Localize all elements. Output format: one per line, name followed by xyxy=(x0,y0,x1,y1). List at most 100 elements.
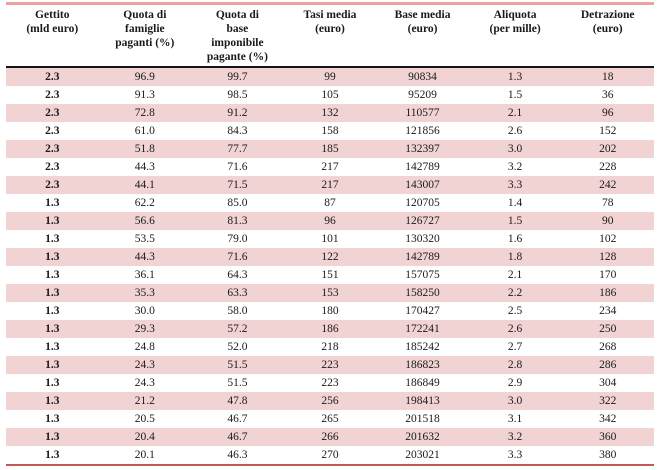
table-cell: 342 xyxy=(599,413,617,425)
table-cell: 51.8 xyxy=(134,143,155,155)
table-cell: 51.5 xyxy=(227,377,248,389)
table-cell: 3.1 xyxy=(507,413,523,425)
table-row: 1.3 24.3 51.5 223 186849 2.9 304 xyxy=(6,374,654,392)
column-header-aliquota: Aliquota (per mille) xyxy=(489,9,541,35)
table-cell: 96 xyxy=(601,107,614,119)
table-row: 1.3 36.1 64.3 151 157075 2.1 170 xyxy=(6,266,654,284)
table-row: 2.3 44.1 71.5 217 143007 3.3 242 xyxy=(6,176,654,194)
column-header-base-media: Base media (euro) xyxy=(394,9,451,35)
table-header: Gettito (mld euro) Quota di famiglie pag… xyxy=(6,3,654,67)
table-cell: 203021 xyxy=(405,449,440,461)
table-cell: 152 xyxy=(599,125,617,137)
table-cell: 20.5 xyxy=(134,413,155,425)
table-cell: 157075 xyxy=(405,269,440,281)
table-cell: 79.0 xyxy=(227,233,248,245)
table-cell: 91.3 xyxy=(134,89,155,101)
table-row: 2.3 91.3 98.5 105 95209 1.5 36 xyxy=(6,86,654,104)
table-cell: 44.1 xyxy=(134,179,155,191)
table-cell: 228 xyxy=(599,161,617,173)
table-cell: 62.2 xyxy=(134,197,155,209)
table-cell: 172241 xyxy=(405,323,440,335)
table-cell: 265 xyxy=(321,413,339,425)
table-cell: 1.3 xyxy=(45,359,60,371)
table-cell: 96 xyxy=(324,215,336,227)
table-cell: 2.6 xyxy=(507,323,523,335)
table-row: 2.3 51.8 77.7 185 132397 3.0 202 xyxy=(6,140,654,158)
table-cell: 153 xyxy=(321,287,339,299)
table-cell: 99.7 xyxy=(227,71,248,83)
table-cell: 24.8 xyxy=(134,341,155,353)
table-cell: 95209 xyxy=(408,89,437,101)
table-cell: 20.4 xyxy=(134,431,155,443)
table-cell: 2.8 xyxy=(507,359,523,371)
table-cell: 217 xyxy=(321,179,339,191)
table-cell: 102 xyxy=(599,233,617,245)
table-cell: 101 xyxy=(321,233,339,245)
table-cell: 1.3 xyxy=(45,251,60,263)
tax-simulation-table: Gettito (mld euro) Quota di famiglie pag… xyxy=(6,2,654,466)
table-body: 2.3 96.9 99.7 99 90834 1.3 18 2.3 91.3 98.5 105 952… xyxy=(6,67,654,465)
table-cell: 3.3 xyxy=(507,179,523,191)
table-cell: 2.3 xyxy=(45,161,60,173)
table-cell: 121856 xyxy=(405,125,440,137)
table-cell: 3.2 xyxy=(507,431,523,443)
table-row: 1.3 44.3 71.6 122 142789 1.8 128 xyxy=(6,248,654,266)
table-cell: 1.3 xyxy=(45,395,60,407)
table-cell: 36 xyxy=(601,89,614,101)
table-cell: 186 xyxy=(321,323,339,335)
table-row: 1.3 29.3 57.2 186 172241 2.6 250 xyxy=(6,320,654,338)
table-cell: 71.6 xyxy=(227,251,248,263)
table-cell: 1.3 xyxy=(507,71,523,83)
table-cell: 142789 xyxy=(405,161,440,173)
table-cell: 24.3 xyxy=(134,377,155,389)
table-cell: 266 xyxy=(321,431,339,443)
table-row: 1.3 24.8 52.0 218 185242 2.7 268 xyxy=(6,338,654,356)
table-cell: 20.1 xyxy=(134,449,155,461)
table-cell: 84.3 xyxy=(227,125,248,137)
table-cell: 46.3 xyxy=(227,449,248,461)
table-cell: 1.6 xyxy=(507,233,523,245)
table-cell: 36.1 xyxy=(134,269,155,281)
table-cell: 132397 xyxy=(405,143,440,155)
table-row: 1.3 62.2 85.0 87 120705 1.4 78 xyxy=(6,194,654,212)
table-cell: 18 xyxy=(601,71,614,83)
column-header-detrazione: Detrazione (euro) xyxy=(580,9,635,35)
table-row: 2.3 44.3 71.6 217 142789 3.2 228 xyxy=(6,158,654,176)
table-cell: 158 xyxy=(321,125,339,137)
table-cell: 1.3 xyxy=(45,449,60,461)
table-cell: 202 xyxy=(599,143,617,155)
table-cell: 1.3 xyxy=(45,305,60,317)
table-row: 1.3 21.2 47.8 256 198413 3.0 322 xyxy=(6,392,654,410)
table-cell: 24.3 xyxy=(134,359,155,371)
table-cell: 51.5 xyxy=(227,359,248,371)
table-cell: 3.0 xyxy=(507,395,523,407)
table-cell: 44.3 xyxy=(134,161,155,173)
table-cell: 1.4 xyxy=(507,197,523,209)
table-cell: 218 xyxy=(321,341,339,353)
table-cell: 1.3 xyxy=(45,431,60,443)
table-cell: 304 xyxy=(599,377,617,389)
table-cell: 2.3 xyxy=(45,125,60,137)
table-cell: 256 xyxy=(321,395,339,407)
table-cell: 1.3 xyxy=(45,287,60,299)
table-cell: 128 xyxy=(599,251,617,263)
table-cell: 1.3 xyxy=(45,233,60,245)
table-cell: 78 xyxy=(601,197,614,209)
table-cell: 158250 xyxy=(405,287,440,299)
table-cell: 170 xyxy=(599,269,617,281)
table-cell: 217 xyxy=(321,161,339,173)
column-header-tasi-media: Tasi media (euro) xyxy=(303,9,357,35)
table-cell: 122 xyxy=(321,251,339,263)
table-cell: 380 xyxy=(599,449,617,461)
table-cell: 77.7 xyxy=(227,143,248,155)
table-cell: 2.3 xyxy=(45,143,60,155)
table-cell: 250 xyxy=(599,323,617,335)
table-cell: 3.2 xyxy=(507,161,523,173)
table-cell: 201632 xyxy=(405,431,440,443)
table-cell: 72.8 xyxy=(134,107,155,119)
table-cell: 56.6 xyxy=(134,215,155,227)
table-row: 2.3 72.8 91.2 132 110577 2.1 96 xyxy=(6,104,654,122)
table-row: 2.3 96.9 99.7 99 90834 1.3 18 xyxy=(6,67,654,86)
table-cell: 2.5 xyxy=(507,305,523,317)
table-cell: 105 xyxy=(321,89,339,101)
